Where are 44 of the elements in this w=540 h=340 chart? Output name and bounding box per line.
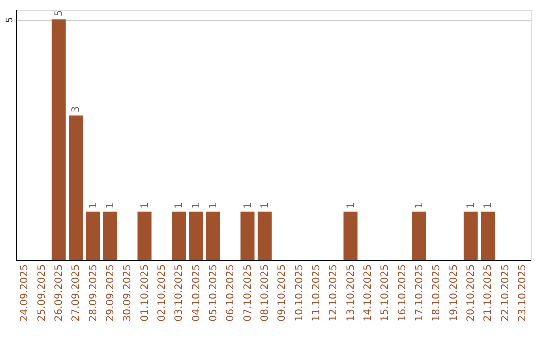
x-tick-label: 21.10.2025 <box>483 264 494 322</box>
x-tick-label: 29.09.2025 <box>105 264 116 322</box>
x-tick-label: 22.10.2025 <box>500 264 512 322</box>
x-tick-label: 14.10.2025 <box>362 264 374 322</box>
x-tick-label: 30.09.2025 <box>122 264 134 322</box>
x-tick-label: 04.10.2025 <box>191 264 202 322</box>
x-tick-label: 26.09.2025 <box>54 264 65 322</box>
x-tick-label: 11.10.2025 <box>311 264 322 322</box>
x-tick-label: 24.09.2025 <box>20 264 31 322</box>
x-tick-label: 25.09.2025 <box>36 264 48 322</box>
data-label: 1 <box>208 202 220 209</box>
data-label: 5 <box>54 10 65 17</box>
x-tick-label: 20.10.2025 <box>466 264 477 322</box>
x-tick-label: 08.10.2025 <box>260 264 271 322</box>
data-label: 1 <box>346 202 357 209</box>
x-tick-label: 06.10.2025 <box>226 264 237 322</box>
x-tick-label: 13.10.2025 <box>346 264 357 322</box>
data-label: 3 <box>71 106 82 113</box>
x-tick-label: 12.10.2025 <box>328 264 340 322</box>
data-label: 1 <box>140 202 151 209</box>
x-tick-label: 28.09.2025 <box>88 264 100 322</box>
x-tick-label: 01.10.2025 <box>140 264 151 322</box>
x-tick-label: 09.10.2025 <box>277 264 288 322</box>
x-tick-label: 05.10.2025 <box>208 264 220 322</box>
x-tick-label: 15.10.2025 <box>380 264 392 322</box>
x-tick-label: 27.09.2025 <box>71 264 82 322</box>
x-tick-label: 19.10.2025 <box>448 264 460 322</box>
data-label: 1 <box>242 202 254 209</box>
data-label: 1 <box>260 202 271 209</box>
x-tick-label: 17.10.2025 <box>414 264 426 322</box>
x-tick-label: 10.10.2025 <box>294 264 306 322</box>
x-tick-label: 03.10.2025 <box>174 264 186 322</box>
data-label: 1 <box>466 202 477 209</box>
data-label: 1 <box>174 202 186 209</box>
x-tick-label: 16.10.2025 <box>397 264 408 322</box>
data-label: 1 <box>414 202 426 209</box>
data-label: 1 <box>88 202 100 209</box>
data-label: 1 <box>191 202 202 209</box>
x-tick-label: 02.10.2025 <box>156 264 168 322</box>
data-label: 1 <box>483 202 494 209</box>
data-label: 1 <box>105 202 116 209</box>
x-tick-label: 18.10.2025 <box>432 264 443 322</box>
x-tick-label: 23.10.2025 <box>517 264 528 322</box>
x-tick-label: 07.10.2025 <box>242 264 254 322</box>
